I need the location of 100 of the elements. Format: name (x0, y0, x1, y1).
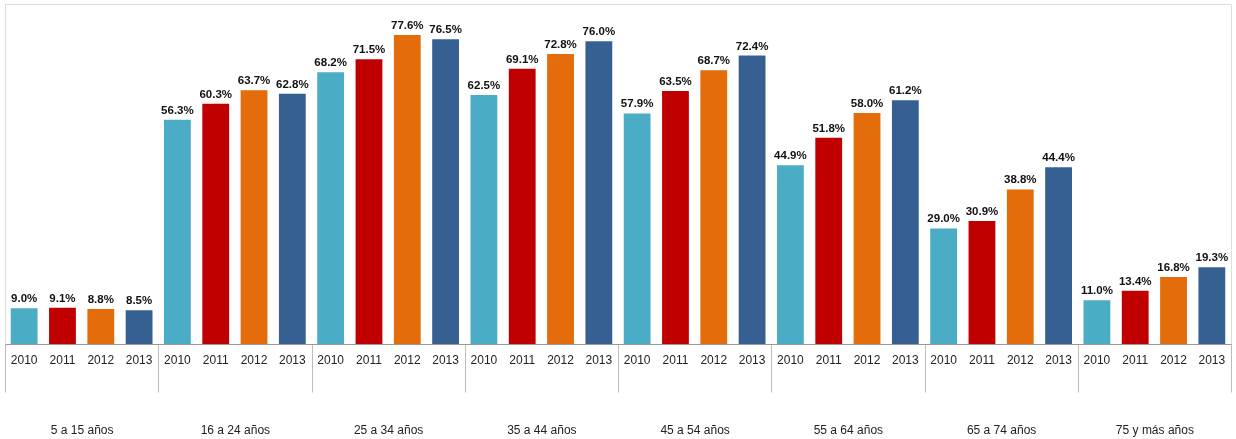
text: 2012 (1160, 353, 1187, 367)
bar (87, 308, 115, 344)
data-label: 63.7% (237, 74, 271, 87)
text: 2010 (930, 353, 958, 367)
data-label: 8.5% (125, 294, 153, 307)
bar (1006, 189, 1034, 344)
x-tick-label: 75 y más años (1115, 422, 1194, 437)
bar (393, 34, 421, 344)
data-label: 62.5% (467, 79, 501, 92)
bar (49, 307, 76, 344)
text: 2011 (815, 353, 842, 367)
bar (1198, 267, 1226, 344)
data-label: 61.2% (889, 84, 922, 97)
data-label: 13.4% (1118, 274, 1152, 287)
bar (815, 137, 843, 344)
data-label: 77.6% (390, 18, 424, 31)
bar (968, 220, 996, 344)
data-label: 72.4% (735, 39, 769, 52)
bar (585, 41, 613, 344)
data-label: 29.0% (927, 212, 960, 225)
bar (1083, 300, 1111, 344)
text: 2010 (470, 353, 498, 367)
bar (1160, 277, 1187, 344)
bar (891, 100, 919, 344)
x-tick-label: 16 a 24 años (200, 422, 271, 437)
data-label: 68.2% (314, 56, 347, 69)
series-label: 2012 (87, 353, 115, 367)
data-label: 44.9% (774, 149, 807, 162)
data-label: 19.3% (1195, 251, 1229, 264)
text: 2011 (509, 353, 536, 367)
text: 2013 (432, 353, 459, 367)
x-tick-label: 45 a 54 años (660, 422, 730, 437)
bar (623, 113, 651, 344)
text: 2012 (700, 353, 728, 367)
text: 2012 (240, 353, 268, 367)
text: 2011 (356, 353, 382, 367)
bar (317, 72, 345, 344)
text: 2010 (777, 353, 804, 367)
bar (777, 165, 804, 344)
bar (355, 59, 383, 344)
text: 2011 (662, 353, 689, 367)
data-label: 8.8% (87, 292, 114, 305)
data-label: 57.9% (620, 97, 654, 110)
x-tick-label: 25 a 34 años (353, 422, 424, 437)
data-label: 72.8% (544, 38, 577, 51)
data-label: 69.1% (505, 52, 539, 65)
bar (240, 90, 268, 344)
bar (700, 70, 728, 344)
bar (853, 112, 881, 344)
bar (1045, 167, 1072, 344)
text: 2011 (969, 353, 995, 367)
bar (508, 68, 536, 344)
x-tick-label: 55 a 64 años (813, 422, 884, 437)
series-label: 2013 (125, 353, 153, 367)
text: 2013 (891, 353, 919, 367)
data-label: 56.3% (161, 103, 194, 116)
text: 2010 (164, 353, 191, 367)
text: 2013 (278, 353, 306, 367)
bar (1121, 290, 1149, 344)
bar (10, 308, 38, 344)
data-label: 9.1% (49, 291, 76, 304)
bar (470, 95, 498, 344)
x-tick-label: 65 a 74 años (966, 422, 1037, 437)
series-label: 2011 (49, 353, 76, 367)
bar (738, 55, 766, 344)
data-label: 63.5% (659, 75, 692, 88)
data-label: 71.5% (352, 43, 386, 56)
text: 2012 (393, 353, 421, 367)
text: 2013 (1198, 353, 1226, 367)
data-label: 76.5% (429, 23, 462, 36)
data-label: 62.8% (276, 77, 309, 90)
data-label: 44.4% (1042, 151, 1075, 164)
bar (164, 119, 191, 344)
data-label: 58.0% (850, 96, 884, 109)
text: 2011 (202, 353, 229, 367)
bar (278, 93, 306, 344)
text: 2010 (1083, 353, 1111, 367)
series-label: 2010 (10, 353, 38, 367)
x-tick-label: 35 a 44 años (507, 422, 577, 437)
text: 2012 (853, 353, 881, 367)
text: 2012 (1006, 353, 1034, 367)
text: 2010 (317, 353, 345, 367)
text: 2011 (1122, 353, 1149, 367)
data-label: 16.8% (1157, 261, 1190, 274)
bar (202, 103, 230, 344)
bar (432, 39, 459, 344)
data-label: 68.7% (697, 54, 731, 67)
text: 2013 (585, 353, 613, 367)
data-label: 76.0% (582, 25, 616, 38)
text: 2012 (547, 353, 574, 367)
text: 2010 (623, 353, 651, 367)
data-label: 11.0% (1080, 284, 1113, 297)
data-label: 51.8% (812, 121, 846, 134)
data-label: 30.9% (965, 204, 999, 217)
bar (125, 310, 153, 344)
x-tick-label: 5 a 15 años (50, 422, 114, 437)
bar (547, 54, 574, 344)
data-label: 38.8% (1003, 173, 1037, 186)
data-label: 60.3% (199, 87, 233, 100)
data-label: 9.0% (11, 292, 38, 305)
